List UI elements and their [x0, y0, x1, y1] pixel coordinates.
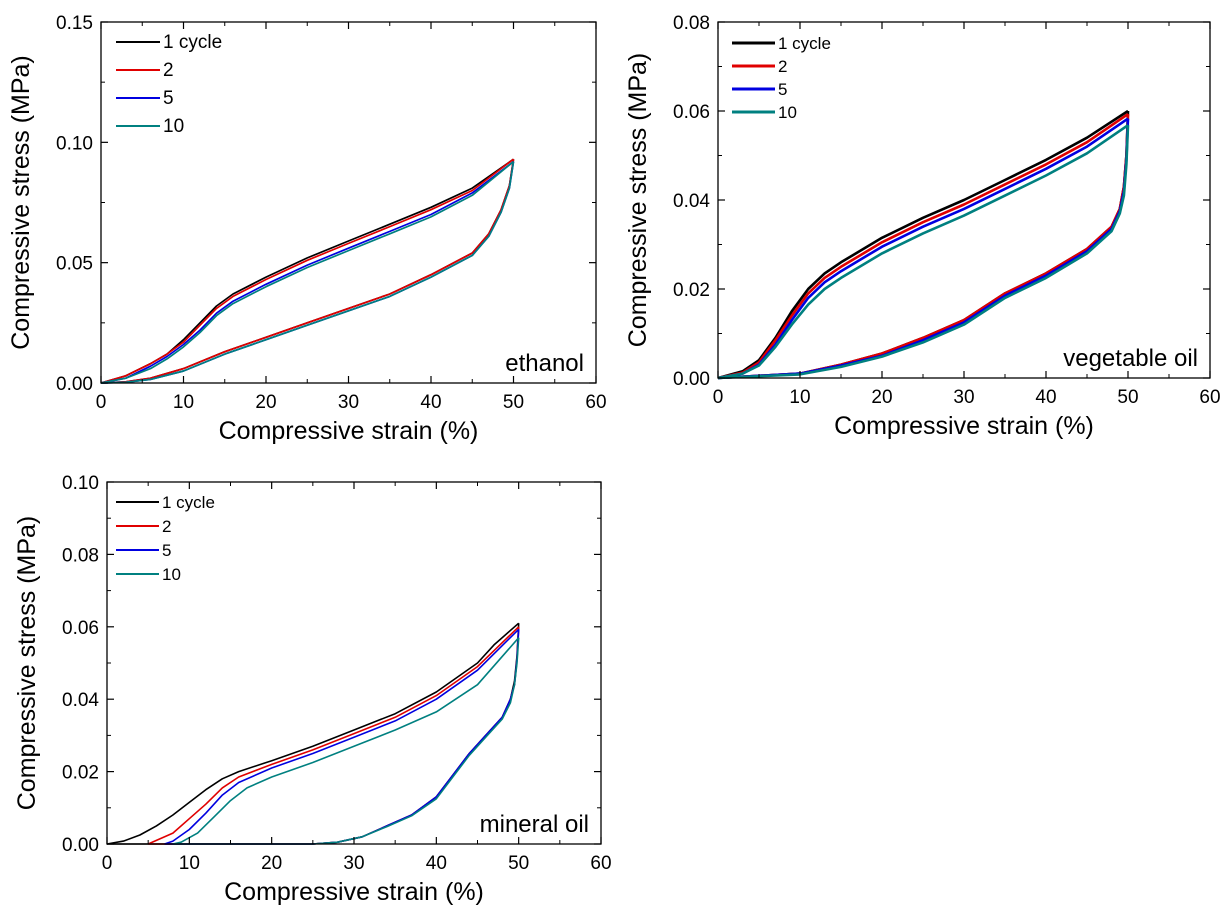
series-line-4-loading — [172, 637, 520, 845]
series-line-4-loading — [100, 160, 515, 384]
y-tick-label: 0.02 — [62, 763, 99, 784]
plot-frame — [100, 21, 597, 384]
series-line-2-unloading — [148, 626, 520, 845]
series-line-3-unloading — [100, 161, 515, 384]
chart-panel-1: 0 10 20 30 40 50 60 0.00 0.05 0.10 0.15 Compressive… — [7, 13, 607, 445]
x-tick-label: 60 — [1199, 387, 1220, 408]
x-tick-label: 0 — [713, 387, 724, 408]
legend: 1 cycle 2 5 10 — [732, 34, 831, 122]
y-tick-label: 0.06 — [62, 618, 99, 639]
legend: 1 cycle 2 5 10 — [116, 493, 215, 584]
legend-label: 2 — [778, 57, 787, 76]
x-tick-label: 20 — [261, 853, 282, 874]
y-axis-label: Compressive stress (MPa) — [7, 55, 35, 350]
legend-label: 2 — [162, 517, 171, 536]
series-line-1-unloading — [107, 623, 520, 845]
x-tick-label: 40 — [426, 853, 447, 874]
legend-label: 1 cycle — [162, 493, 215, 512]
x-tick-label: 30 — [953, 387, 974, 408]
x-tick-label: 30 — [343, 853, 364, 874]
series-line-1-loading — [100, 158, 514, 384]
sample-annotation: mineral oil — [480, 811, 589, 838]
series-line-4-unloading — [172, 637, 520, 845]
x-tick-label: 40 — [420, 392, 441, 413]
y-tick-label: 0.02 — [673, 280, 710, 301]
legend-label: 5 — [163, 88, 174, 109]
y-tick-label: 0.04 — [62, 690, 99, 711]
plot-frame — [106, 481, 602, 845]
legend-label: 5 — [778, 80, 787, 99]
series-line-4-loading — [717, 124, 1129, 380]
y-tick-label: 0.06 — [673, 102, 710, 123]
y-tick-label: 0.10 — [62, 473, 99, 494]
x-tick-label: 20 — [871, 387, 892, 408]
y-tick-label: 0.15 — [56, 13, 93, 34]
sample-annotation: ethanol — [505, 350, 584, 377]
x-tick-label: 60 — [590, 853, 611, 874]
legend-label: 10 — [778, 103, 797, 122]
x-tick-label: 10 — [789, 387, 810, 408]
x-tick-label: 0 — [96, 392, 107, 413]
series-line-1-loading — [717, 109, 1129, 380]
series-line-2-loading — [100, 158, 515, 384]
series-line-4-unloading — [100, 161, 515, 384]
x-tick-label: 30 — [338, 392, 359, 413]
series-line-1-loading — [106, 622, 520, 845]
x-tick-label: 40 — [1035, 387, 1056, 408]
series-line-2-unloading — [100, 159, 515, 384]
y-tick-label: 0.00 — [62, 835, 99, 856]
x-axis-label: Compressive strain (%) — [219, 417, 479, 445]
legend-label: 1 cycle — [163, 32, 222, 53]
y-tick-label: 0.08 — [673, 13, 710, 34]
y-axis-label: Compressive stress (MPa) — [624, 53, 652, 348]
x-tick-label: 20 — [255, 392, 276, 413]
series-line-4-unloading — [717, 125, 1130, 380]
legend-label: 5 — [162, 541, 171, 560]
series-line-3-loading — [100, 160, 515, 384]
y-tick-label: 0.00 — [673, 369, 710, 390]
sample-annotation: vegetable oil — [1063, 345, 1198, 372]
x-axis-label: Compressive strain (%) — [224, 878, 484, 906]
series-line-2-loading — [147, 626, 520, 845]
y-tick-label: 0.08 — [62, 545, 99, 566]
series-line-3-loading — [164, 628, 520, 845]
x-tick-label: 50 — [1117, 387, 1138, 408]
legend-label: 1 cycle — [778, 34, 831, 53]
x-axis-label: Compressive strain (%) — [834, 412, 1094, 440]
legend: 1 cycle 2 5 10 — [116, 32, 222, 137]
y-tick-label: 0.10 — [56, 133, 93, 154]
legend-label: 10 — [163, 116, 184, 137]
series-line-2-loading — [717, 113, 1129, 380]
series-line-3-unloading — [164, 629, 520, 845]
chart-panel-3: 0 10 20 30 40 50 60 0.00 0.02 0.04 0.06 0.08 0.10 Com… — [13, 473, 612, 906]
chart-panel-2: 0 10 20 30 40 50 60 0.00 0.02 0.04 0.06 0.08 Compres… — [624, 13, 1221, 440]
series-line-1-unloading — [100, 159, 515, 384]
y-tick-label: 0.04 — [673, 191, 710, 212]
x-tick-label: 10 — [179, 853, 200, 874]
y-tick-label: 0.00 — [56, 374, 93, 395]
x-tick-label: 50 — [503, 392, 524, 413]
x-tick-label: 10 — [173, 392, 194, 413]
x-tick-label: 0 — [102, 853, 113, 874]
legend-label: 10 — [162, 565, 181, 584]
x-tick-label: 60 — [585, 392, 606, 413]
legend-label: 2 — [163, 60, 174, 81]
y-tick-label: 0.05 — [56, 254, 93, 275]
x-tick-label: 50 — [508, 853, 529, 874]
y-axis-label: Compressive stress (MPa) — [13, 516, 41, 811]
